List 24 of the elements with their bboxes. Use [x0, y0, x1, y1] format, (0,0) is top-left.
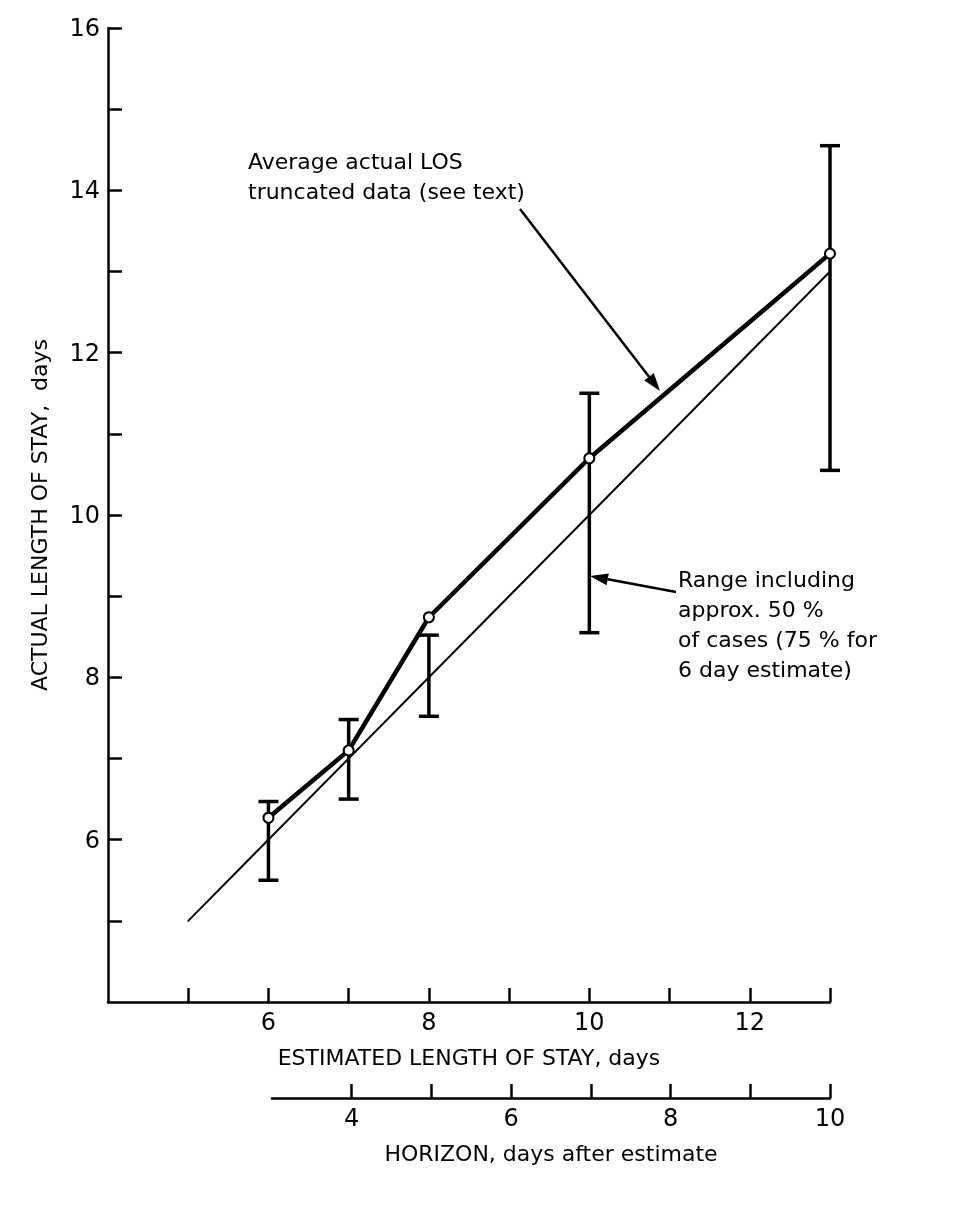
- annotation: Range including approx. 50 % of cases (75 % for 6 day estimate): [678, 566, 878, 682]
- y-axis-title: ACTUAL LENGTH OF STAY, days: [26, 338, 52, 692]
- point: [583, 452, 596, 465]
- x-axis-title: ESTIMATED LENGTH OF STAY, days: [277, 1044, 661, 1070]
- x-tick-label: 10: [574, 1008, 605, 1036]
- x-tick-label: 6: [260, 1008, 277, 1036]
- y-tick-label: 8: [84, 663, 100, 692]
- x-tick-label: 8: [421, 1008, 437, 1036]
- y-tick-label: 14: [69, 176, 100, 205]
- x-tick-label: 12: [734, 1008, 766, 1036]
- x2-tick-label: 8: [662, 1104, 679, 1132]
- y-tick-label: 6: [84, 825, 100, 854]
- y-tick-label: 10: [69, 501, 100, 529]
- point: [422, 611, 435, 624]
- x2-tick-label: 10: [814, 1104, 846, 1132]
- y-tick-label: 12: [69, 338, 100, 367]
- y-tick-label: 16: [69, 14, 100, 42]
- x2-tick-label: 6: [503, 1104, 519, 1132]
- annotation: Average actual LOS truncated data (see text): [248, 148, 525, 204]
- point: [342, 744, 355, 757]
- point: [824, 247, 836, 260]
- x2-tick-label: 4: [344, 1104, 360, 1132]
- x2-axis-title: HORIZON, days after estimate: [384, 1140, 718, 1166]
- point: [262, 811, 275, 824]
